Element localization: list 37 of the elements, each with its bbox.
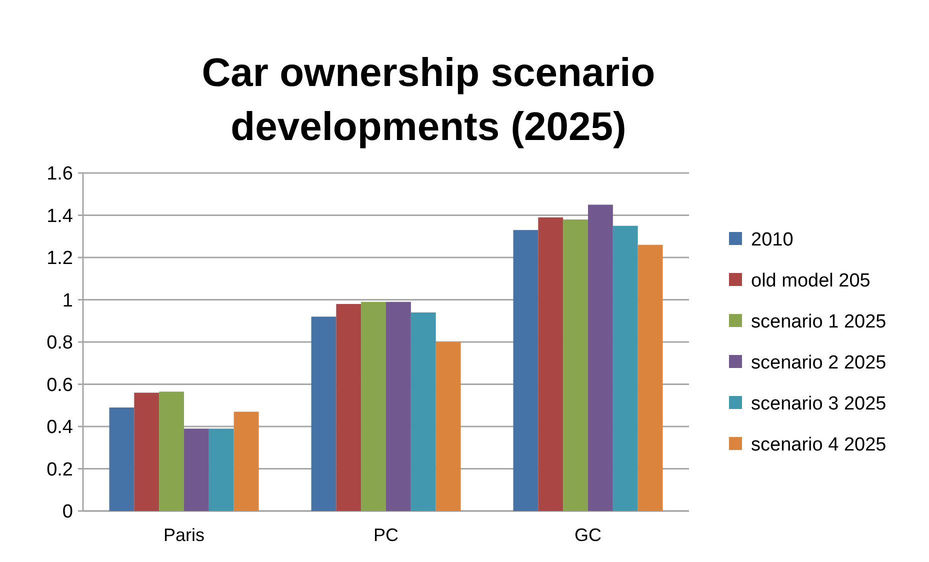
legend-label: scenario 4 2025 bbox=[751, 434, 886, 456]
x-tick-label: PC bbox=[373, 525, 399, 545]
y-tick-label: 1.2 bbox=[46, 248, 73, 270]
bar bbox=[513, 230, 538, 511]
y-tick-label: 0.4 bbox=[46, 417, 74, 438]
y-tick-label: 0 bbox=[62, 502, 73, 523]
bar bbox=[134, 392, 160, 511]
bar bbox=[336, 304, 362, 511]
bar bbox=[208, 428, 234, 511]
bar bbox=[436, 342, 461, 511]
bar bbox=[234, 412, 259, 511]
legend-label: 2010 bbox=[751, 230, 794, 251]
bar bbox=[612, 226, 638, 511]
y-tick-label: 1.4 bbox=[46, 206, 74, 227]
legend-label: scenario 2 2025 bbox=[751, 352, 886, 374]
legend-label: scenario 1 2025 bbox=[751, 312, 886, 333]
chart-title: Car ownership scenario developments (2025) bbox=[202, 51, 656, 149]
y-tick-label: 0.8 bbox=[46, 332, 73, 354]
bar bbox=[184, 428, 209, 511]
y-tick-label: 0.6 bbox=[46, 374, 73, 396]
bar bbox=[538, 217, 564, 511]
bar bbox=[311, 316, 336, 511]
bar bbox=[361, 302, 386, 511]
legend-label: scenario 3 2025 bbox=[751, 394, 886, 415]
y-tick-label: 0.2 bbox=[46, 459, 73, 480]
bar bbox=[588, 204, 613, 511]
legend-label: old model 205 bbox=[751, 270, 870, 292]
bar bbox=[638, 244, 663, 511]
x-tick-label: GC bbox=[574, 525, 602, 545]
bar bbox=[159, 392, 184, 511]
bar bbox=[109, 407, 134, 511]
x-tick-label: Paris bbox=[163, 525, 205, 545]
bar bbox=[410, 312, 436, 511]
y-tick-label: 1 bbox=[62, 290, 73, 312]
bar bbox=[386, 302, 411, 511]
y-tick-label: 1.6 bbox=[46, 164, 73, 185]
bar bbox=[563, 219, 588, 511]
